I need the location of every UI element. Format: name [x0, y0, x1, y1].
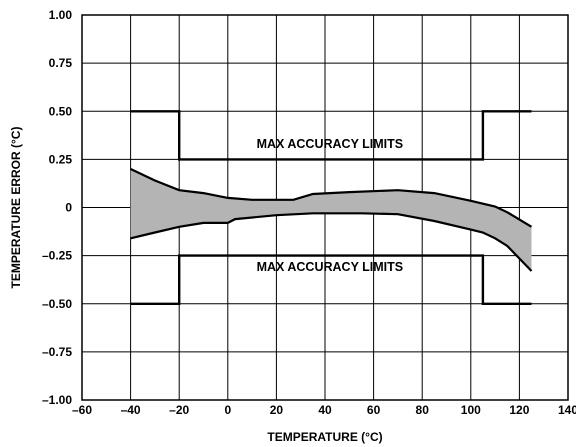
error-band-lower-line — [130, 212, 533, 272]
x-tick-label: 0 — [224, 403, 231, 417]
accuracy-limit-annotation: MAX ACCURACY LIMITS — [257, 137, 404, 151]
y-tick-label: –0.25 — [42, 249, 72, 263]
y-tick-label: 0.75 — [49, 56, 73, 70]
y-tick-labels: 1.00 0.75 0.50 0.25 0 –0.25 –0.50 –0.75 –1.00 — [42, 8, 72, 407]
plot-frame — [81, 14, 569, 401]
x-tick-label: –60 — [72, 403, 92, 417]
x-tick-label: 140 — [558, 403, 576, 417]
x-tick-label: 100 — [461, 403, 481, 417]
y-tick-label: 0.25 — [49, 152, 73, 166]
x-tick-label: –20 — [169, 403, 189, 417]
upper-accuracy-limit-line — [130, 110, 532, 161]
y-axis-label: TEMPERATURE ERROR (°C) — [9, 127, 23, 289]
annotations: MAX ACCURACY LIMITS MAX ACCURACY LIMITS — [257, 137, 404, 274]
y-tick-label: –0.75 — [42, 345, 72, 359]
x-tick-label: 80 — [416, 403, 430, 417]
x-tick-label: –40 — [121, 403, 141, 417]
x-tick-label: 40 — [318, 403, 332, 417]
x-axis-label: TEMPERATURE (°C) — [267, 430, 382, 444]
y-tick-label: 0 — [65, 201, 72, 215]
x-tick-label: 60 — [367, 403, 381, 417]
error-band-upper-line — [130, 168, 533, 228]
x-tick-labels: –60 –40 –20 0 20 40 60 80 100 120 140 — [72, 403, 576, 417]
accuracy-limit-annotation: MAX ACCURACY LIMITS — [257, 260, 404, 274]
x-tick-label: 20 — [270, 403, 284, 417]
y-tick-label: 1.00 — [49, 8, 73, 22]
x-tick-label: 120 — [509, 403, 529, 417]
y-tick-label: 0.50 — [49, 104, 73, 118]
lower-accuracy-limit-line — [130, 254, 532, 305]
y-tick-label: –0.50 — [42, 297, 72, 311]
error-band-area — [130, 169, 532, 271]
y-tick-label: –1.00 — [42, 393, 72, 407]
